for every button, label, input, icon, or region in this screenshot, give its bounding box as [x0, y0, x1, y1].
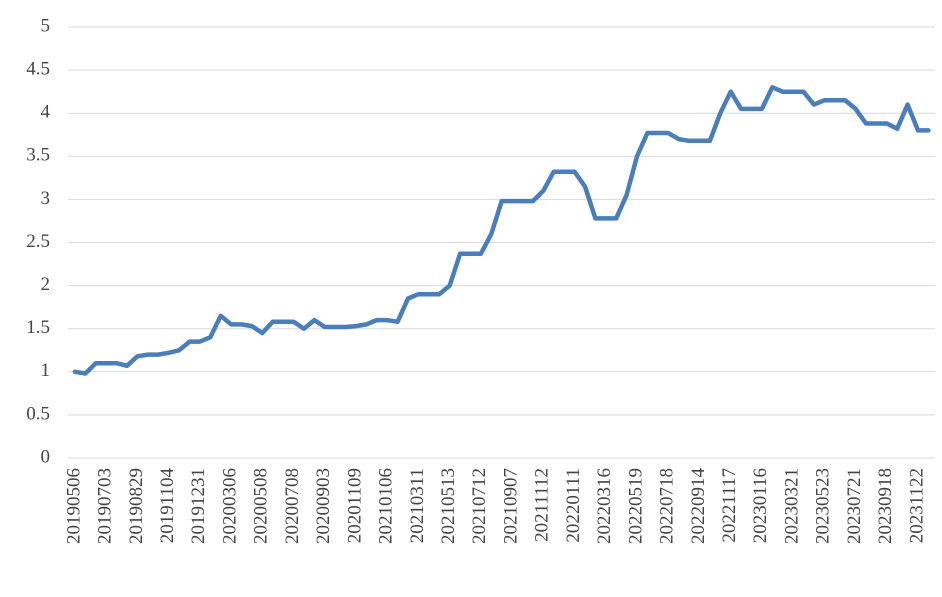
x-tick-label: 20230116: [750, 468, 771, 543]
y-tick-label: 4.5: [26, 58, 50, 79]
x-tick-label: 20220914: [688, 468, 709, 545]
x-tick-label: 20210712: [469, 468, 490, 544]
y-tick-label: 4: [41, 102, 51, 123]
x-tick-label: 20191231: [188, 468, 209, 544]
x-tick-label: 20201109: [344, 468, 365, 543]
x-tick-label: 20200306: [219, 468, 240, 544]
x-tick-label: 20210907: [500, 468, 521, 544]
x-tick-label: 20210106: [376, 468, 397, 544]
x-tick-label: 20200708: [282, 468, 303, 544]
y-tick-label: 5: [41, 15, 51, 36]
y-tick-label: 1.5: [26, 317, 50, 338]
y-tick-label: 0: [41, 446, 51, 467]
x-tick-label: 20221117: [719, 468, 740, 543]
y-tick-label: 2.5: [26, 231, 50, 252]
x-tick-label: 20190703: [95, 468, 116, 544]
data-line: [72, 85, 931, 376]
y-tick-label: 3: [41, 188, 51, 209]
x-tick-label: 20190506: [63, 468, 84, 544]
x-tick-label: 20231122: [906, 468, 927, 543]
x-tick-label: 20230523: [813, 468, 834, 544]
x-tick-label: 20220316: [594, 468, 615, 544]
x-tick-label: 20230918: [875, 468, 896, 544]
x-tick-label: 20190829: [126, 468, 147, 544]
x-tick-label: 20210311: [407, 468, 428, 543]
x-tick-label: 20200903: [313, 468, 334, 544]
y-tick-label: 3.5: [26, 145, 50, 166]
y-tick-label: 1: [41, 360, 51, 381]
x-tick-label: 20210513: [438, 468, 459, 544]
x-tick-label: 20230721: [844, 468, 865, 544]
x-tick-label: 20191104: [157, 468, 178, 544]
x-tick-label: 20220519: [625, 468, 646, 544]
x-tick-label: 20200508: [251, 468, 272, 544]
x-tick-label: 20211112: [532, 468, 553, 542]
y-tick-label: 0.5: [26, 403, 50, 424]
x-tick-label: 20230321: [781, 468, 802, 544]
x-tick-label: 20220111: [563, 468, 584, 543]
y-tick-label: 2: [41, 274, 51, 295]
x-tick-label: 20220718: [657, 468, 678, 544]
